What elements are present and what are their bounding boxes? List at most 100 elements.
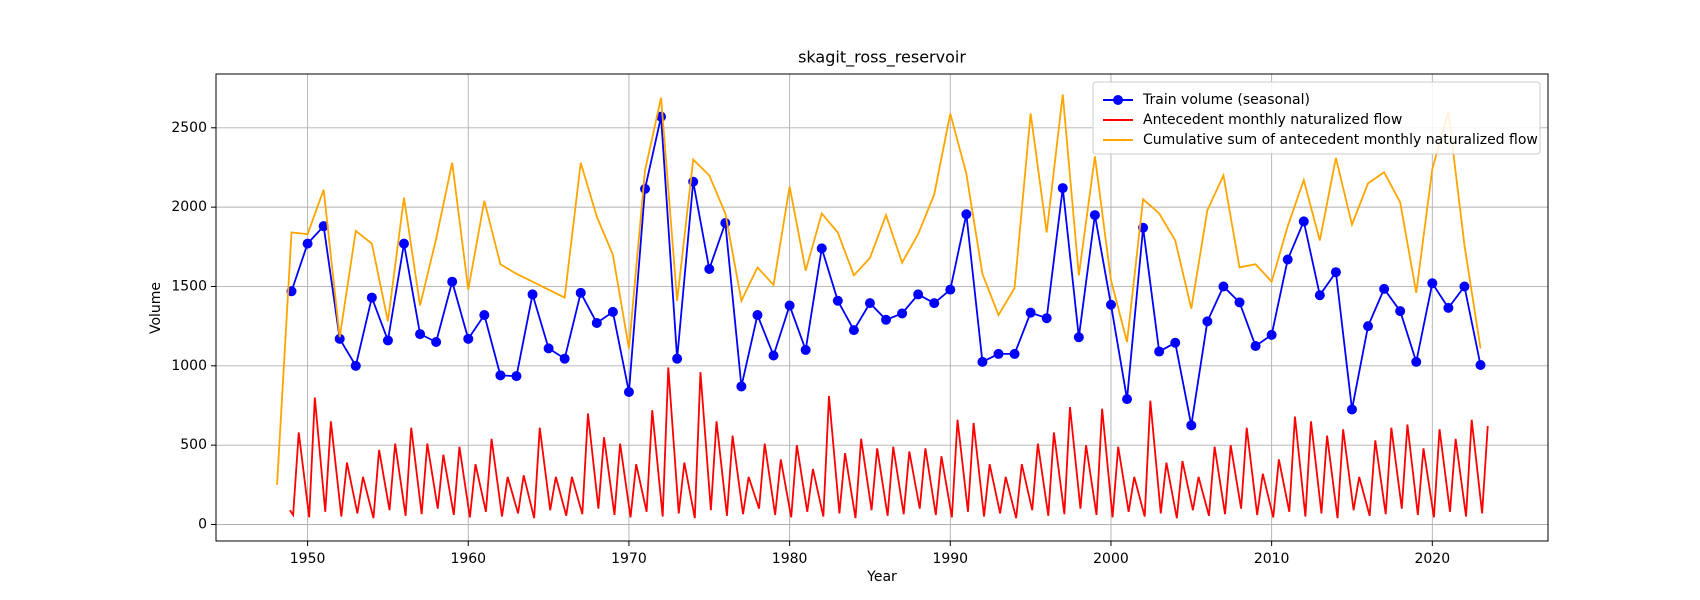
- x-tick-label: 1980: [772, 551, 808, 567]
- data-point: [366, 292, 377, 303]
- data-point: [495, 370, 506, 381]
- data-point: [1395, 306, 1406, 317]
- y-tick-label: 1000: [171, 358, 207, 374]
- series-line: [290, 116, 1482, 426]
- data-point: [350, 360, 361, 371]
- x-tick-label: 2020: [1414, 551, 1450, 567]
- data-point: [318, 221, 329, 232]
- y-tick-label: 500: [180, 437, 207, 453]
- data-point: [1025, 307, 1036, 318]
- data-point: [1411, 356, 1422, 367]
- data-point: [479, 310, 490, 321]
- data-point: [575, 287, 586, 298]
- data-point: [752, 310, 763, 321]
- data-point: [1009, 348, 1020, 359]
- data-point: [1427, 278, 1438, 289]
- data-point: [784, 300, 795, 311]
- data-point: [704, 264, 715, 275]
- data-point: [816, 243, 827, 254]
- data-point: [607, 306, 618, 317]
- data-point: [1298, 216, 1309, 227]
- data-point: [1234, 297, 1245, 308]
- legend-label: Train volume (seasonal): [1142, 92, 1310, 108]
- data-point: [1057, 183, 1068, 194]
- data-point: [640, 183, 651, 194]
- legend-label: Antecedent monthly naturalized flow: [1143, 112, 1402, 128]
- legend: Train volume (seasonal) Antecedent monthl…: [1092, 81, 1541, 155]
- data-point: [848, 325, 859, 336]
- data-point: [1363, 321, 1374, 332]
- data-point: [929, 298, 940, 309]
- data-point: [1186, 420, 1197, 431]
- data-point: [913, 289, 924, 300]
- data-point: [1346, 404, 1357, 415]
- data-point: [1314, 290, 1325, 301]
- data-point: [1475, 360, 1486, 371]
- x-tick-label: 2000: [1093, 551, 1129, 567]
- data-point: [463, 333, 474, 344]
- x-tick-label: 1950: [290, 551, 326, 567]
- data-point: [736, 381, 747, 392]
- data-point: [1443, 302, 1454, 313]
- data-point: [1122, 394, 1133, 405]
- data-point: [897, 308, 908, 319]
- data-point: [1282, 254, 1293, 265]
- data-point: [1041, 313, 1052, 324]
- data-point: [961, 209, 972, 220]
- data-point: [302, 238, 313, 249]
- y-tick-label: 0: [198, 516, 207, 532]
- legend-label: Cumulative sum of antecedent monthly nat…: [1143, 132, 1538, 148]
- data-point: [398, 238, 409, 249]
- data-point: [511, 371, 522, 382]
- data-point: [623, 386, 634, 397]
- data-point: [1218, 281, 1229, 292]
- series-line: [276, 94, 1482, 485]
- data-point: [1459, 281, 1470, 292]
- data-point: [768, 350, 779, 361]
- y-tick-label: 1500: [171, 278, 207, 294]
- legend-box: [1092, 81, 1541, 155]
- data-point: [559, 353, 570, 364]
- series-line: [289, 367, 1489, 519]
- data-point: [1154, 346, 1165, 357]
- data-point: [864, 298, 875, 309]
- data-point: [800, 344, 811, 355]
- data-point: [1266, 329, 1277, 340]
- data-point: [1379, 283, 1390, 294]
- data-point: [720, 218, 731, 229]
- plot-frame: [215, 73, 1549, 542]
- data-point: [527, 289, 538, 300]
- data-point: [993, 348, 1004, 359]
- x-tick-label: 1960: [450, 551, 486, 567]
- data-point: [1073, 332, 1084, 343]
- data-point: [832, 295, 843, 306]
- y-tick-label: 2000: [171, 199, 207, 215]
- data-point: [1330, 267, 1341, 278]
- y-tick-label: 2500: [171, 120, 207, 136]
- data-point: [543, 343, 554, 354]
- data-point: [672, 353, 683, 364]
- data-point: [881, 314, 892, 325]
- chart-title: skagit_ross_reservoir: [798, 48, 966, 68]
- data-point: [415, 329, 426, 340]
- data-point: [431, 337, 442, 348]
- x-tick-label: 1970: [611, 551, 647, 567]
- data-point: [977, 356, 988, 367]
- x-axis-label: Year: [866, 569, 897, 585]
- x-tick-label: 2010: [1254, 551, 1290, 567]
- data-point: [1089, 210, 1100, 221]
- x-tick-label: 1990: [932, 551, 968, 567]
- legend-marker: [1113, 95, 1123, 105]
- data-point: [1105, 299, 1116, 310]
- data-point: [447, 276, 458, 287]
- data-point: [591, 317, 602, 328]
- data-point: [1170, 337, 1181, 348]
- data-point: [334, 333, 345, 344]
- data-point: [382, 335, 393, 346]
- data-point: [1250, 340, 1261, 351]
- y-axis-label: Volume: [148, 282, 164, 334]
- data-point: [945, 284, 956, 295]
- data-point: [1202, 316, 1213, 327]
